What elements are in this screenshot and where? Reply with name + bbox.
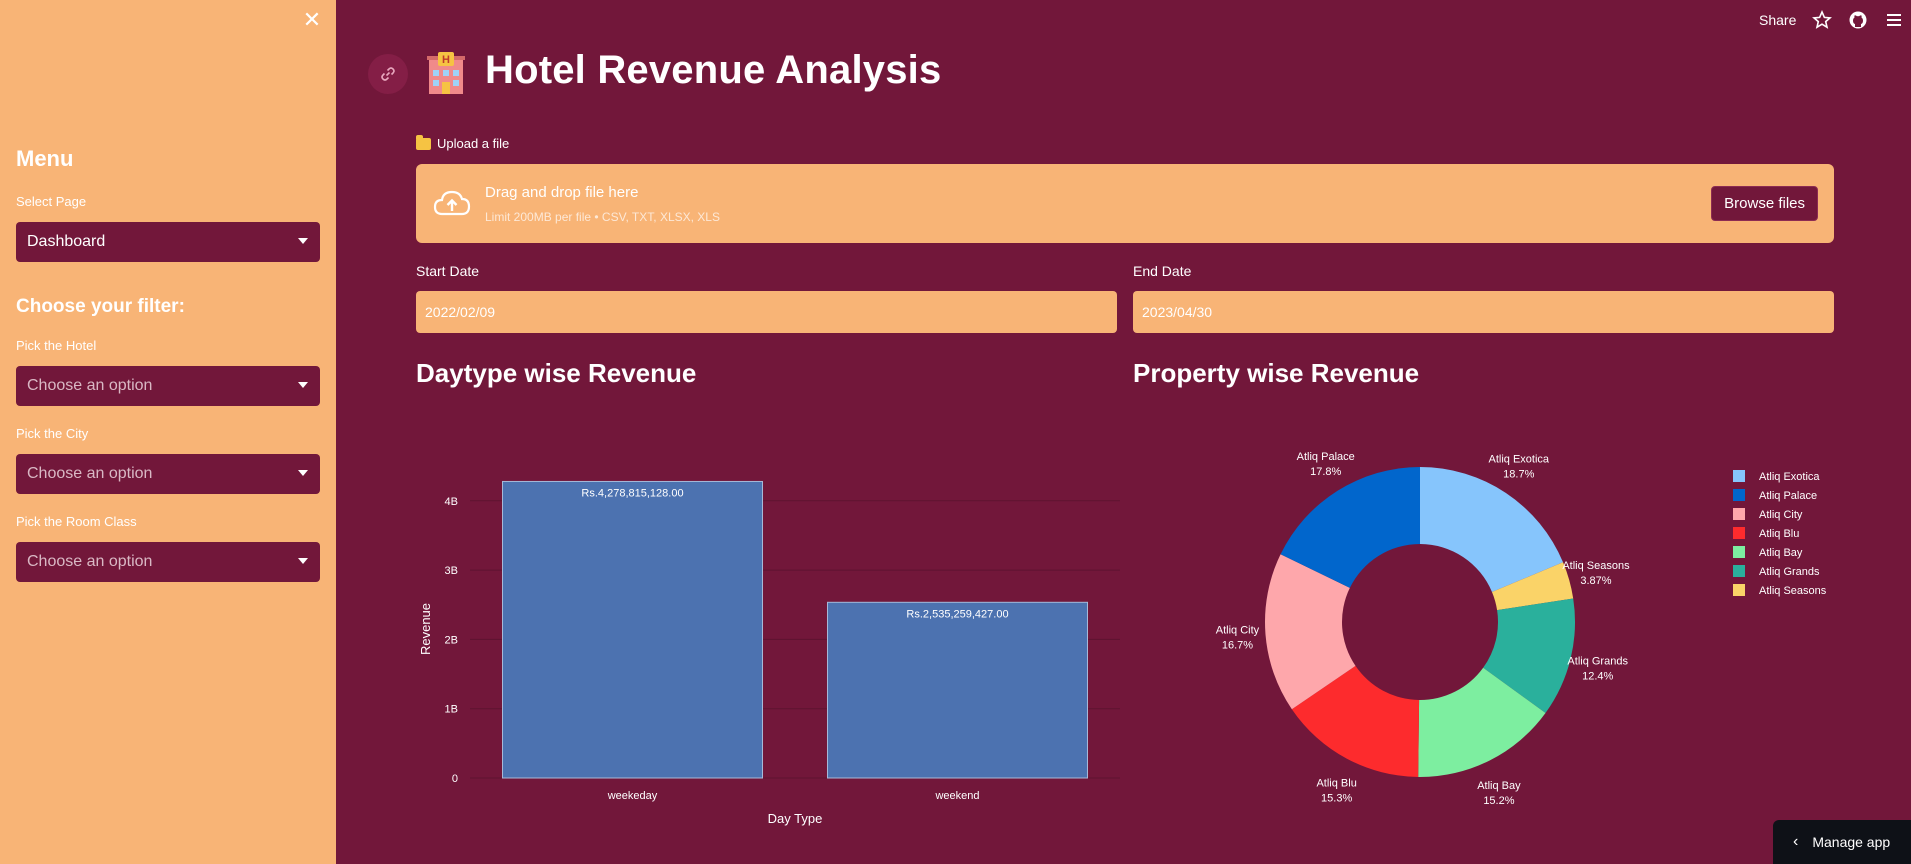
daytype-chart-title: Daytype wise Revenue (416, 358, 697, 388)
end-date-label: End Date (1133, 263, 1192, 279)
github-icon[interactable] (1848, 10, 1868, 30)
upload-label: Upload a file (416, 134, 510, 151)
slice-label: Atliq Exotica (1489, 454, 1550, 466)
upload-label-text: Upload a file (437, 136, 510, 151)
hamburger-menu-icon[interactable] (1884, 10, 1904, 30)
anchor-link-icon[interactable] (368, 54, 408, 94)
slice-label: Atliq City (1216, 625, 1260, 637)
chevron-left-icon: ‹ (1793, 833, 1799, 850)
legend-label: Atliq City (1759, 509, 1803, 521)
daytype-revenue-bar-chart: 0 1B 2B 3B 4B Rs.4,278,815,128.00 weekeday Rs.2… (418, 480, 1120, 826)
page-title: Hotel Revenue Analysis (485, 48, 942, 92)
donut-slice (1491, 562, 1574, 611)
legend-swatch (1733, 546, 1745, 558)
sidebar-menu-title: Menu (16, 146, 74, 171)
legend-swatch (1733, 508, 1745, 520)
room-class-filter-placeholder: Choose an option (27, 553, 153, 570)
dropzone-title: Drag and drop file here (485, 184, 639, 201)
start-date-label: Start Date (416, 263, 480, 279)
manage-app-button[interactable]: ‹ Manage app (1773, 820, 1911, 864)
slice-label: Atliq Bay (1477, 780, 1521, 792)
select-page-dropdown[interactable]: Dashboard (16, 222, 320, 262)
donut-slice (1291, 665, 1420, 777)
bar-data-label: Rs.4,278,815,128.00 (581, 487, 683, 499)
chevron-down-icon (298, 382, 308, 388)
file-dropzone[interactable]: Drag and drop file here Limit 200MB per … (416, 164, 1834, 243)
svg-text:H: H (442, 54, 450, 66)
legend-label: Atliq Palace (1759, 490, 1817, 502)
slice-percent-label: 18.7% (1503, 469, 1534, 481)
slice-percent-label: 15.3% (1321, 793, 1352, 805)
y-tick-label: 0 (452, 773, 458, 785)
legend-swatch (1733, 527, 1745, 539)
sidebar: ✕ Menu Select Page Dashboard Choose your… (0, 0, 336, 864)
bar-data-label: Rs.2,535,259,427.00 (906, 608, 1008, 620)
room-class-filter-dropdown[interactable]: Choose an option (16, 542, 320, 582)
donut-slice (1418, 667, 1546, 777)
property-chart-title: Property wise Revenue (1133, 358, 1420, 388)
end-date-input[interactable]: 2023/04/30 (1133, 291, 1834, 333)
chevron-down-icon (298, 238, 308, 244)
slice-percent-label: 15.2% (1483, 795, 1514, 807)
y-tick-label: 2B (445, 634, 458, 646)
legend-swatch (1733, 489, 1745, 501)
y-axis-label: Revenue (418, 603, 433, 655)
y-tick-label: 3B (445, 565, 458, 577)
filter-heading: Choose your filter: (16, 296, 185, 317)
city-filter-label: Pick the City (16, 426, 89, 441)
slice-percent-label: 16.7% (1222, 640, 1253, 652)
slice-percent-label: 17.8% (1310, 466, 1341, 478)
dropzone-subtitle: Limit 200MB per file • CSV, TXT, XLSX, X… (485, 210, 720, 224)
slice-label: Atliq Seasons (1562, 560, 1630, 572)
legend-swatch (1733, 470, 1745, 482)
legend-label: Atliq Grands (1759, 566, 1820, 578)
legend-label: Atliq Bay (1759, 547, 1803, 559)
donut-slice (1265, 554, 1356, 710)
slice-percent-label: 12.4% (1582, 670, 1613, 682)
folder-icon (416, 134, 431, 150)
legend-label: Atliq Seasons (1759, 585, 1827, 597)
hotel-icon: H (427, 52, 465, 94)
manage-app-label: Manage app (1812, 834, 1891, 850)
slice-label: Atliq Palace (1297, 451, 1355, 463)
bar (502, 480, 763, 779)
star-icon[interactable] (1812, 10, 1832, 30)
legend-swatch (1733, 565, 1745, 577)
legend-label: Atliq Blu (1759, 528, 1799, 540)
hotel-filter-dropdown[interactable]: Choose an option (16, 366, 320, 406)
bar (827, 601, 1088, 779)
chevron-down-icon (298, 470, 308, 476)
donut-slice (1280, 467, 1420, 588)
y-tick-label: 4B (445, 496, 458, 508)
cloud-upload-icon (433, 190, 471, 216)
x-tick-label: weekeday (607, 790, 658, 802)
property-revenue-donut-chart: Atliq Exotica 18.7% Atliq Seasons 3.87% Atli… (1216, 451, 1827, 807)
y-tick-label: 1B (445, 704, 458, 716)
donut-slice (1420, 467, 1564, 592)
donut-slice (1483, 598, 1575, 713)
browse-files-button[interactable]: Browse files (1711, 186, 1818, 221)
start-date-input[interactable]: 2022/02/09 (416, 291, 1117, 333)
select-page-value: Dashboard (27, 233, 106, 250)
close-sidebar-icon[interactable]: ✕ (302, 7, 322, 32)
select-page-label: Select Page (16, 194, 87, 209)
slice-label: Atliq Blu (1316, 778, 1356, 790)
slice-label: Atliq Grands (1567, 655, 1628, 667)
city-filter-placeholder: Choose an option (27, 465, 153, 482)
room-class-filter-label: Pick the Room Class (16, 514, 137, 529)
share-button[interactable]: Share (1759, 12, 1797, 28)
x-axis-label: Day Type (768, 811, 823, 826)
hotel-filter-placeholder: Choose an option (27, 377, 153, 394)
slice-percent-label: 3.87% (1580, 575, 1611, 587)
city-filter-dropdown[interactable]: Choose an option (16, 454, 320, 494)
chevron-down-icon (298, 558, 308, 564)
legend-swatch (1733, 584, 1745, 596)
hotel-filter-label: Pick the Hotel (16, 338, 97, 353)
x-tick-label: weekend (934, 790, 979, 802)
legend-label: Atliq Exotica (1759, 471, 1820, 483)
